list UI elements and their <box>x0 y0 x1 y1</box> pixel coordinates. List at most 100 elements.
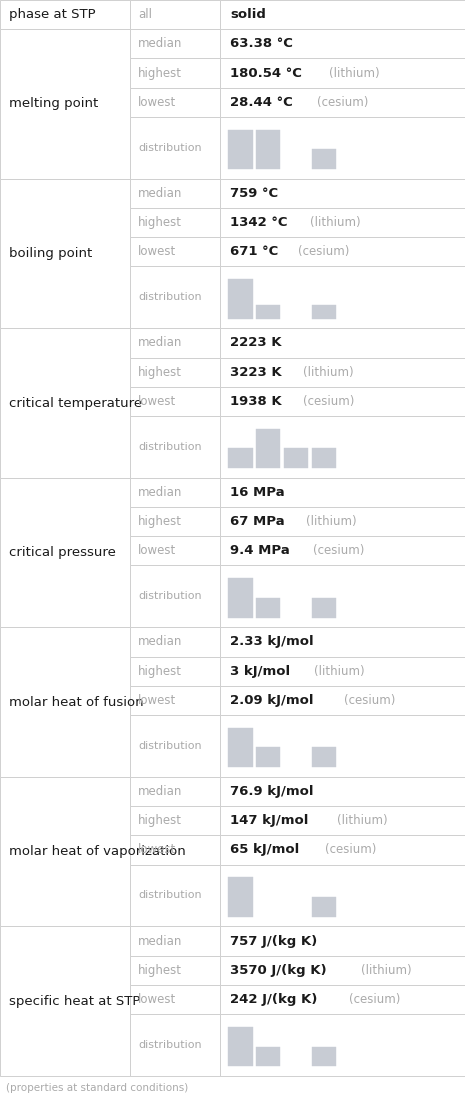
Bar <box>220 238 465 266</box>
Text: distribution: distribution <box>138 293 202 303</box>
Bar <box>312 1046 336 1066</box>
Text: median: median <box>138 38 182 51</box>
Text: median: median <box>138 935 182 947</box>
Text: 65 kJ/mol: 65 kJ/mol <box>230 843 299 856</box>
Bar <box>220 777 465 806</box>
Text: 3570 J/(kg K): 3570 J/(kg K) <box>230 964 326 977</box>
Bar <box>312 305 336 318</box>
Bar <box>130 117 220 179</box>
Text: 3223 K: 3223 K <box>230 366 282 379</box>
Bar <box>130 864 220 926</box>
Text: highest: highest <box>138 366 182 379</box>
Bar <box>220 926 465 956</box>
Text: lowest: lowest <box>138 993 176 1006</box>
Text: (cesium): (cesium) <box>344 694 395 707</box>
Bar <box>0 777 130 926</box>
Text: highest: highest <box>138 66 182 80</box>
Bar <box>220 536 465 566</box>
Bar <box>228 129 252 169</box>
Bar <box>256 305 280 318</box>
Bar <box>220 87 465 117</box>
Bar <box>130 926 220 956</box>
Text: distribution: distribution <box>138 143 202 152</box>
Bar <box>220 715 465 777</box>
Text: lowest: lowest <box>138 545 176 557</box>
Text: (lithium): (lithium) <box>313 665 364 677</box>
Bar <box>130 328 220 358</box>
Bar <box>228 1027 252 1066</box>
Bar <box>220 179 465 208</box>
Text: (properties at standard conditions): (properties at standard conditions) <box>6 1083 188 1093</box>
Bar <box>256 747 280 767</box>
Text: highest: highest <box>138 217 182 229</box>
Text: 2.33 kJ/mol: 2.33 kJ/mol <box>230 635 313 649</box>
Text: highest: highest <box>138 964 182 977</box>
Text: distribution: distribution <box>138 591 202 601</box>
Text: distribution: distribution <box>138 741 202 751</box>
Text: boiling point: boiling point <box>9 248 92 260</box>
Bar <box>220 806 465 835</box>
Bar <box>220 266 465 328</box>
Text: (cesium): (cesium) <box>349 993 400 1006</box>
Text: 759 °C: 759 °C <box>230 187 278 200</box>
Text: 3 kJ/mol: 3 kJ/mol <box>230 665 290 677</box>
Bar <box>220 477 465 507</box>
Text: lowest: lowest <box>138 96 176 108</box>
Bar <box>130 777 220 806</box>
Text: 1938 K: 1938 K <box>230 394 282 408</box>
Text: 242 J/(kg K): 242 J/(kg K) <box>230 993 318 1006</box>
Text: median: median <box>138 336 182 349</box>
Bar <box>228 728 252 767</box>
Bar <box>220 864 465 926</box>
Text: median: median <box>138 635 182 649</box>
Text: highest: highest <box>138 665 182 677</box>
Text: 28.44 °C: 28.44 °C <box>230 96 293 108</box>
Text: specific heat at STP: specific heat at STP <box>9 994 140 1008</box>
Bar <box>220 1014 465 1076</box>
Bar <box>256 598 280 618</box>
Text: median: median <box>138 486 182 499</box>
Text: highest: highest <box>138 814 182 828</box>
Bar <box>130 179 220 208</box>
Bar <box>130 87 220 117</box>
Text: (lithium): (lithium) <box>361 964 412 977</box>
Bar <box>256 129 280 169</box>
Bar <box>220 387 465 415</box>
Text: (lithium): (lithium) <box>337 814 388 828</box>
Text: (cesium): (cesium) <box>298 245 350 259</box>
Text: melting point: melting point <box>9 97 98 110</box>
Bar <box>0 477 130 628</box>
Bar <box>220 656 465 686</box>
Bar <box>130 628 220 656</box>
Text: 2.09 kJ/mol: 2.09 kJ/mol <box>230 694 313 707</box>
Text: molar heat of fusion: molar heat of fusion <box>9 696 144 708</box>
Bar <box>130 566 220 628</box>
Text: lowest: lowest <box>138 694 176 707</box>
Text: median: median <box>138 187 182 200</box>
Bar <box>130 686 220 715</box>
Bar <box>220 208 465 238</box>
Bar <box>256 1046 280 1066</box>
Bar <box>312 149 336 169</box>
Text: 1342 °C: 1342 °C <box>230 217 287 229</box>
Text: critical pressure: critical pressure <box>9 546 116 559</box>
Text: 63.38 °C: 63.38 °C <box>230 38 293 51</box>
Bar <box>130 415 220 477</box>
Bar <box>130 266 220 328</box>
Bar <box>220 29 465 59</box>
Text: distribution: distribution <box>138 1040 202 1050</box>
Bar <box>0 926 130 1076</box>
Bar <box>228 449 252 469</box>
Bar <box>130 477 220 507</box>
Text: (lithium): (lithium) <box>303 366 353 379</box>
Text: 147 kJ/mol: 147 kJ/mol <box>230 814 308 828</box>
Bar <box>130 0 220 29</box>
Text: (lithium): (lithium) <box>329 66 379 80</box>
Bar <box>0 29 130 179</box>
Text: 76.9 kJ/mol: 76.9 kJ/mol <box>230 785 313 798</box>
Text: solid: solid <box>230 8 266 21</box>
Text: 67 MPa: 67 MPa <box>230 515 285 528</box>
Text: 9.4 MPa: 9.4 MPa <box>230 545 290 557</box>
Bar <box>220 358 465 387</box>
Bar <box>130 715 220 777</box>
